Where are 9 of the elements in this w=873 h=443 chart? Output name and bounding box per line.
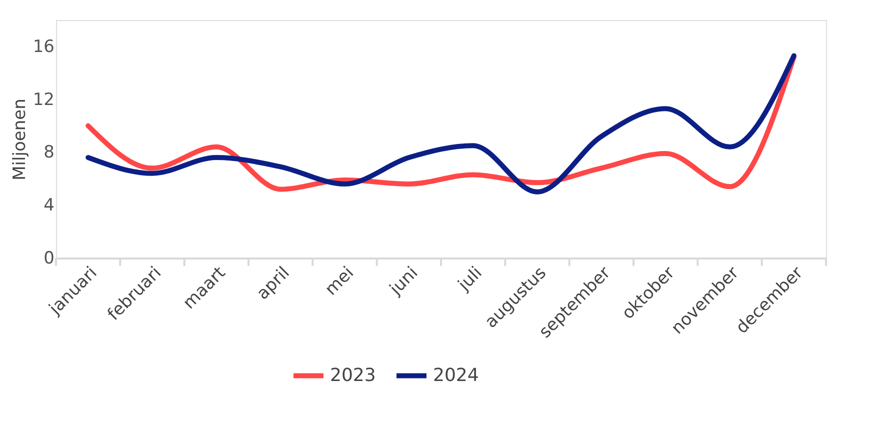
y-tick-label: 4 [44,196,54,216]
y-tick-label: 16 [32,36,54,57]
y-tick-label: 12 [32,90,54,110]
y-axis-title: Miljoenen [10,98,30,180]
y-tick-label: 0 [44,248,54,268]
legend-label: 2024 [433,364,479,386]
y-tick-label: 8 [44,142,54,163]
x-tick-label: juli [454,263,486,296]
legend-label: 2023 [330,364,376,386]
